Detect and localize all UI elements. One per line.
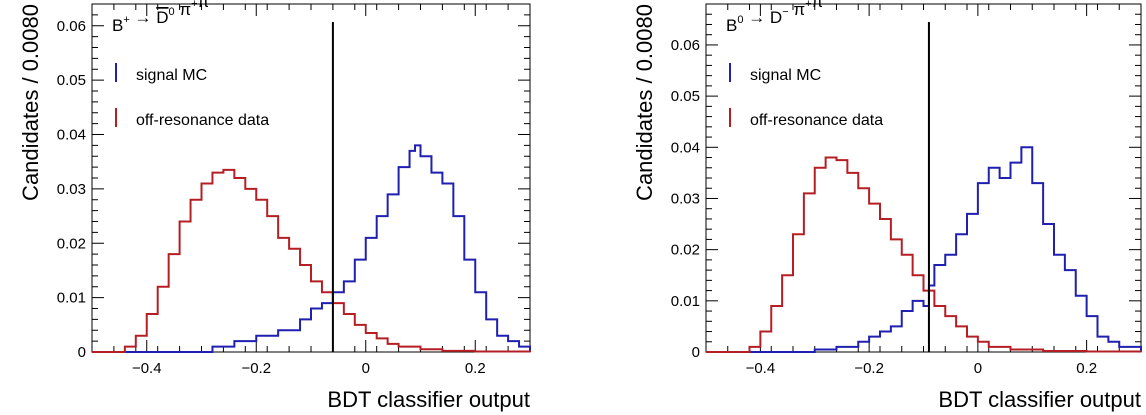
signal-mc-histogram (92, 144, 531, 353)
y-axis-title: Candidates / 0.0080 (632, 4, 657, 201)
x-axis-title: BDT classifier output (938, 387, 1141, 412)
y-tick-label: 0.04 (57, 127, 86, 144)
y-axis-title: Candidates / 0.0080 (18, 4, 43, 201)
decay-part: D (156, 8, 168, 27)
decay-part: π (789, 0, 805, 19)
decay-part: π (812, 0, 824, 11)
y-tick-label: 0.02 (57, 235, 86, 252)
decay-part: l (830, 0, 839, 3)
y-tick-label: 0.05 (671, 88, 700, 105)
decay-part: → (743, 8, 769, 27)
x-tick-label: 0.2 (1076, 360, 1097, 377)
legend-background-label: off-resonance data (750, 112, 883, 129)
y-tick-label: 0.01 (57, 290, 86, 307)
decay-label: B+ → D0 π+π− l+ ν (112, 0, 244, 35)
legend-signal-label: signal MC (136, 67, 207, 84)
decay-part: B (726, 16, 737, 35)
decay-superscript: + (191, 0, 197, 10)
legend-signal-label: signal MC (750, 67, 821, 84)
decay-superscript: + (805, 0, 811, 10)
decay-superscript: + (123, 14, 129, 26)
x-tick-label: −0.4 (132, 360, 162, 377)
plot-frame (705, 3, 1142, 353)
y-tick-label: 0.06 (671, 37, 700, 54)
decay-superscript: − (209, 0, 215, 2)
x-tick-label: −0.2 (854, 360, 884, 377)
decay-superscript: 0 (169, 6, 175, 18)
left-panel: 0 0.01 0.02 0.03 0.04 0.05 0.06 −0.4 −0.2 0 0.2 sig… (18, 0, 531, 412)
y-tick-label: 0 (692, 344, 700, 361)
decay-part: → (130, 8, 156, 27)
x-tick-label: −0.4 (746, 360, 776, 377)
x-tick-label: 0.2 (465, 360, 486, 377)
x-axis-title: BDT classifier output (327, 387, 530, 412)
decay-part: π (198, 0, 210, 11)
y-tick-label: 0.06 (57, 18, 86, 35)
decay-part: B (112, 16, 123, 35)
y-tick-label: 0 (78, 344, 86, 361)
off-resonance-histogram (706, 156, 1142, 353)
decay-label: B0 → D− π+π− l+ ν (726, 0, 858, 35)
y-tick-label: 0.03 (671, 190, 700, 207)
y-tick-label: 0.01 (671, 293, 700, 310)
decay-part: l (216, 0, 225, 3)
decay-part: D (770, 8, 782, 27)
legend-background-label: off-resonance data (136, 112, 269, 129)
signal-mc-histogram (706, 146, 1142, 353)
right-panel: 0 0.01 0.02 0.03 0.04 0.05 0.06 −0.4 −0.2 0 0.2 sig… (632, 0, 1142, 412)
y-tick-label: 0.04 (671, 139, 700, 156)
decay-superscript: − (782, 6, 788, 18)
decay-part: π (175, 0, 191, 19)
x-tick-label: −0.2 (241, 360, 271, 377)
x-tick-label: 0 (362, 360, 370, 377)
off-resonance-histogram (92, 168, 531, 353)
decay-superscript: 0 (737, 14, 743, 26)
x-tick-label: 0 (974, 360, 982, 377)
y-tick-label: 0.02 (671, 242, 700, 259)
decay-superscript: − (823, 0, 829, 2)
y-tick-label: 0.03 (57, 181, 86, 198)
y-tick-label: 0.05 (57, 72, 86, 89)
